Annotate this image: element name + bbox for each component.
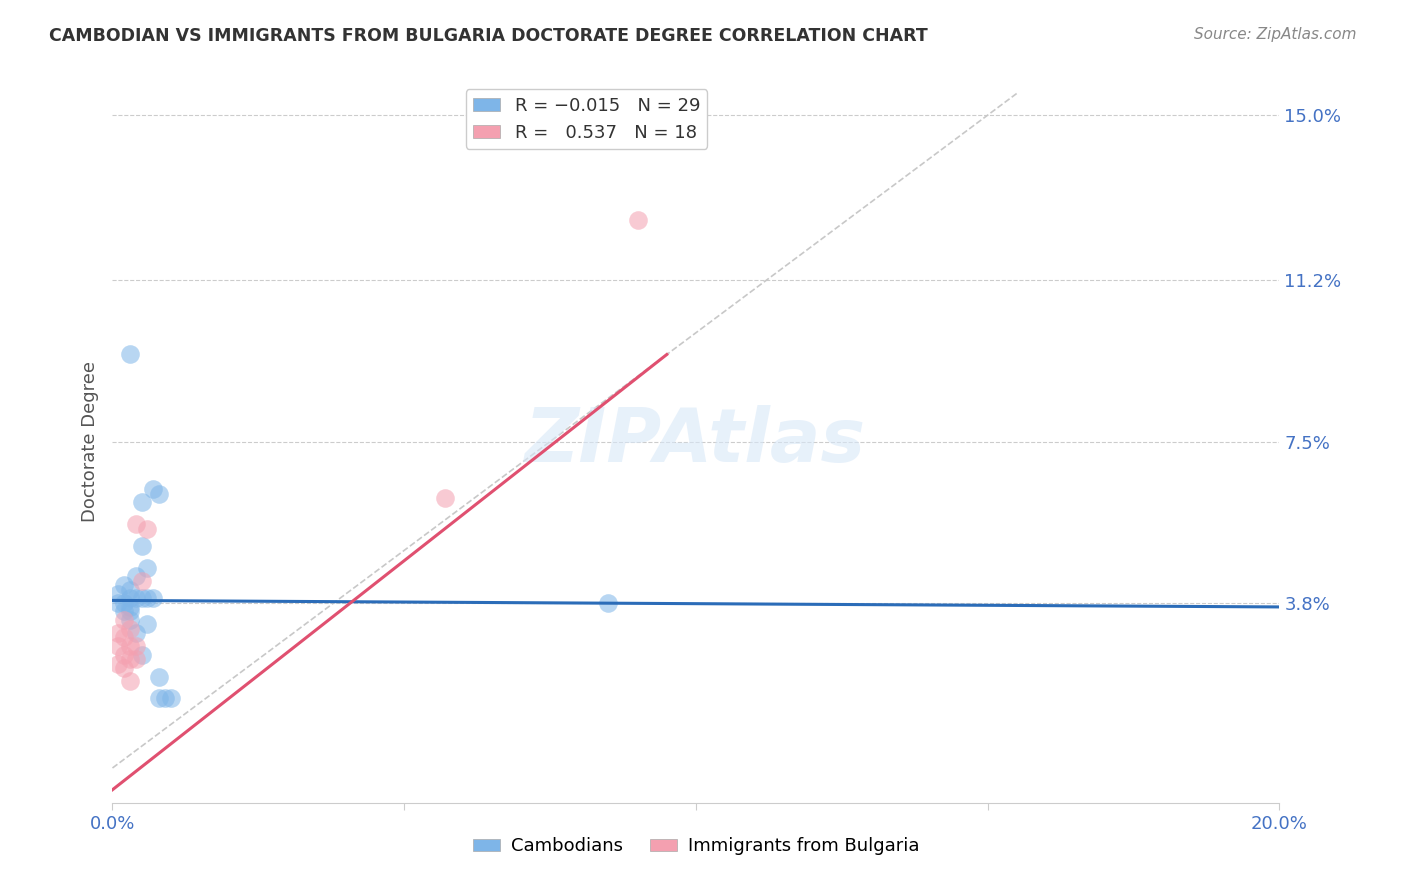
Point (118, 622, 141, 636)
Point (131, 539, 153, 553)
Point (112, 578, 135, 592)
Point (118, 591, 141, 606)
Point (136, 591, 159, 606)
Point (148, 669, 170, 683)
Legend: Cambodians, Immigrants from Bulgaria: Cambodians, Immigrants from Bulgaria (465, 830, 927, 863)
Point (107, 626, 129, 640)
Point (125, 569, 148, 583)
Point (148, 487, 170, 501)
Point (125, 517, 148, 532)
Point (136, 617, 159, 632)
Point (107, 639, 129, 653)
Point (598, 596, 620, 610)
Text: ZIPAtlas: ZIPAtlas (526, 405, 866, 478)
Point (112, 613, 135, 627)
Point (112, 648, 135, 662)
Point (153, 691, 176, 706)
Point (112, 596, 135, 610)
Point (125, 639, 148, 653)
Point (131, 648, 153, 662)
Point (142, 483, 165, 497)
Point (107, 587, 129, 601)
Point (118, 599, 141, 614)
Point (118, 582, 141, 597)
Point (160, 691, 183, 706)
Point (118, 613, 141, 627)
Point (142, 591, 165, 606)
Text: Source: ZipAtlas.com: Source: ZipAtlas.com (1194, 27, 1357, 42)
Point (112, 604, 135, 618)
Text: CAMBODIAN VS IMMIGRANTS FROM BULGARIA DOCTORATE DEGREE CORRELATION CHART: CAMBODIAN VS IMMIGRANTS FROM BULGARIA DO… (49, 27, 928, 45)
Point (125, 652, 148, 666)
Point (107, 596, 129, 610)
Point (107, 657, 129, 671)
Point (148, 691, 170, 706)
Point (627, 212, 650, 227)
Point (118, 604, 141, 618)
Point (118, 652, 141, 666)
Y-axis label: Doctorate Degree: Doctorate Degree (80, 361, 98, 522)
Point (136, 561, 159, 575)
Point (118, 347, 141, 361)
Point (131, 574, 153, 588)
Point (131, 591, 153, 606)
Point (434, 491, 457, 505)
Point (118, 639, 141, 653)
Point (112, 631, 135, 645)
Point (112, 661, 135, 675)
Point (118, 673, 141, 688)
Point (125, 626, 148, 640)
Point (136, 522, 159, 536)
Point (125, 591, 148, 606)
Point (131, 495, 153, 509)
